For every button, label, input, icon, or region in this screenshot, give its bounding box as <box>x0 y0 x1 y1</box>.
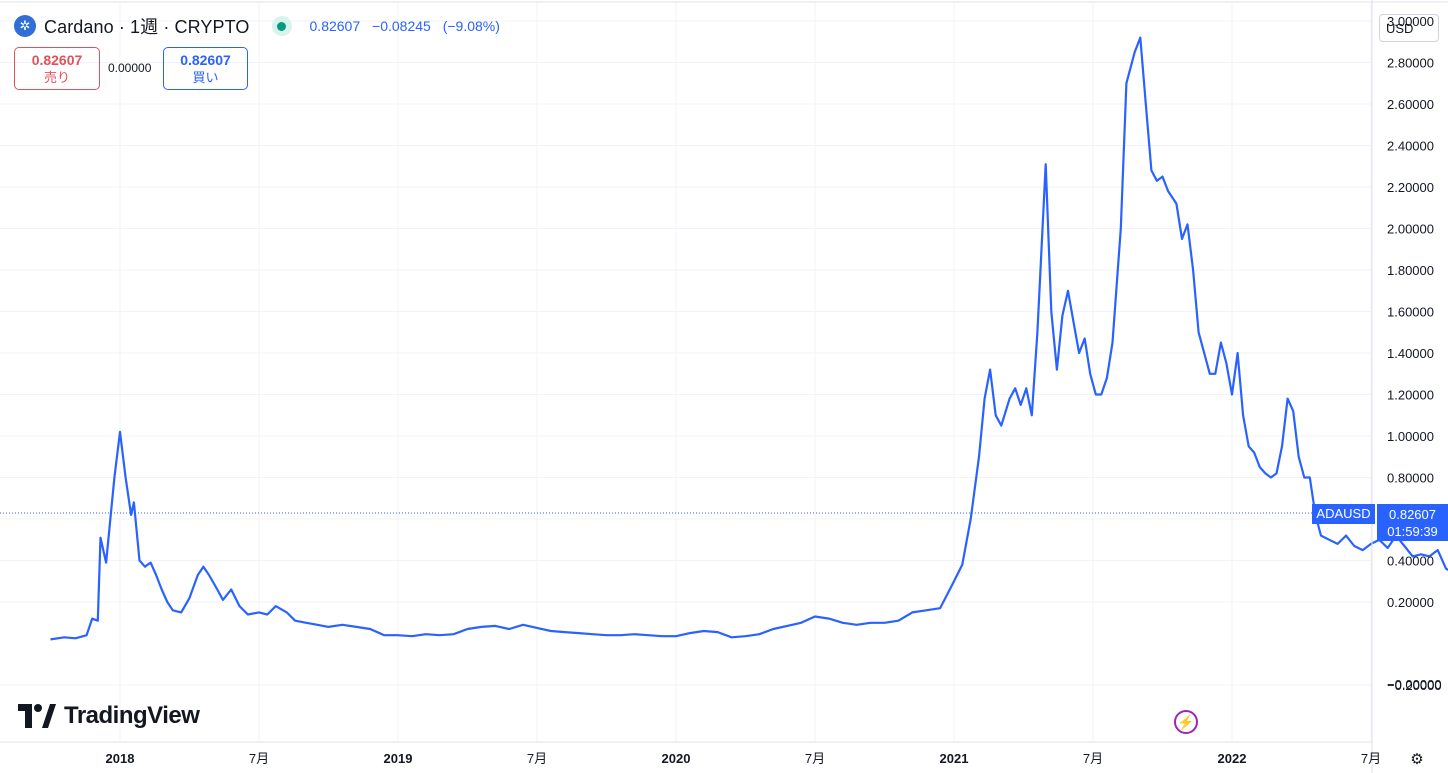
y-tick-label: 1.00000 <box>1387 429 1434 444</box>
grid-lines <box>0 2 1372 742</box>
y-tick-label: 3.00000 <box>1387 14 1434 29</box>
x-tick-label: 7月 <box>1083 751 1103 766</box>
y-tick-label: 0.40000 <box>1387 554 1434 569</box>
y-tick-label: 2.80000 <box>1387 56 1434 71</box>
price-change: −0.08245 <box>372 18 431 34</box>
price-change-readout: 0.82607 −0.08245 (−9.08%) <box>310 18 508 34</box>
settings-gear-icon[interactable]: ⚙ <box>1410 751 1424 768</box>
symbol-title[interactable]: Cardano · 1週 · CRYPTO <box>44 17 250 37</box>
y-tick-label: −0.20000 <box>1387 678 1442 693</box>
spread-value: 0.00000 <box>108 61 152 75</box>
symbol-price-label: ADAUSD <box>1312 504 1375 524</box>
y-tick-label: −0.00000 <box>1387 677 1442 692</box>
x-tick-label: 7月 <box>1361 751 1381 766</box>
lightning-icon[interactable]: ⚡ <box>1174 710 1198 734</box>
sell-price: 0.82607 <box>31 51 83 68</box>
y-tick-label: 0.80000 <box>1387 471 1434 486</box>
x-tick-label: 2022 <box>1218 751 1247 766</box>
symbol-header: ✲ Cardano · 1週 · CRYPTO 0.82607 −0.08245… <box>14 12 508 40</box>
y-tick-label: 2.00000 <box>1387 222 1434 237</box>
x-tick-label: 2018 <box>106 751 135 766</box>
cardano-icon: ✲ <box>14 15 36 37</box>
currency-select[interactable]: USD <box>1379 14 1439 42</box>
y-tick-label: 1.20000 <box>1387 388 1434 403</box>
y-tick-label: 1.60000 <box>1387 305 1434 320</box>
y-tick-label: 1.80000 <box>1387 263 1434 278</box>
last-price: 0.82607 <box>309 18 361 34</box>
last-price-value: 0.82607 <box>1389 507 1436 522</box>
price-change-percent: (−9.08%) <box>442 18 500 34</box>
tradingview-logo-text: TradingView <box>64 702 200 729</box>
tradingview-logo[interactable]: TradingView <box>18 702 200 730</box>
x-tick-label: 2020 <box>662 751 691 766</box>
x-tick-label: 7月 <box>805 751 825 766</box>
price-axis[interactable]: 3.00000 2.80000 2.60000 2.40000 2.20000 2.000… <box>1387 14 1442 693</box>
x-tick-label: 2021 <box>940 751 969 766</box>
y-tick-label: 2.40000 <box>1387 139 1434 154</box>
bar-countdown: 01:59:39 <box>1387 524 1438 539</box>
market-status-icon[interactable] <box>271 16 292 36</box>
sell-label: 売り <box>43 69 70 85</box>
time-axis[interactable]: 20187月20197月20207月20217月20227月20237月2024… <box>106 751 1448 766</box>
x-tick-label: 7月 <box>527 751 547 766</box>
tradingview-logo-icon <box>18 704 56 728</box>
y-tick-label: 0.20000 <box>1387 595 1434 610</box>
last-price-label: 0.82607 01:59:39 <box>1377 504 1448 541</box>
x-tick-label: 7月 <box>249 751 269 766</box>
buy-price: 0.82607 <box>180 51 231 68</box>
buy-button[interactable]: 0.82607 買い <box>163 47 248 90</box>
sell-button[interactable]: 0.82607 売り <box>14 47 100 90</box>
price-series-line <box>50 36 1448 641</box>
y-tick-label: 2.60000 <box>1387 97 1434 112</box>
buy-label: 買い <box>192 69 219 85</box>
y-tick-label: 1.40000 <box>1387 346 1434 361</box>
y-tick-label: 2.20000 <box>1387 180 1434 195</box>
x-tick-label: 2019 <box>384 751 413 766</box>
